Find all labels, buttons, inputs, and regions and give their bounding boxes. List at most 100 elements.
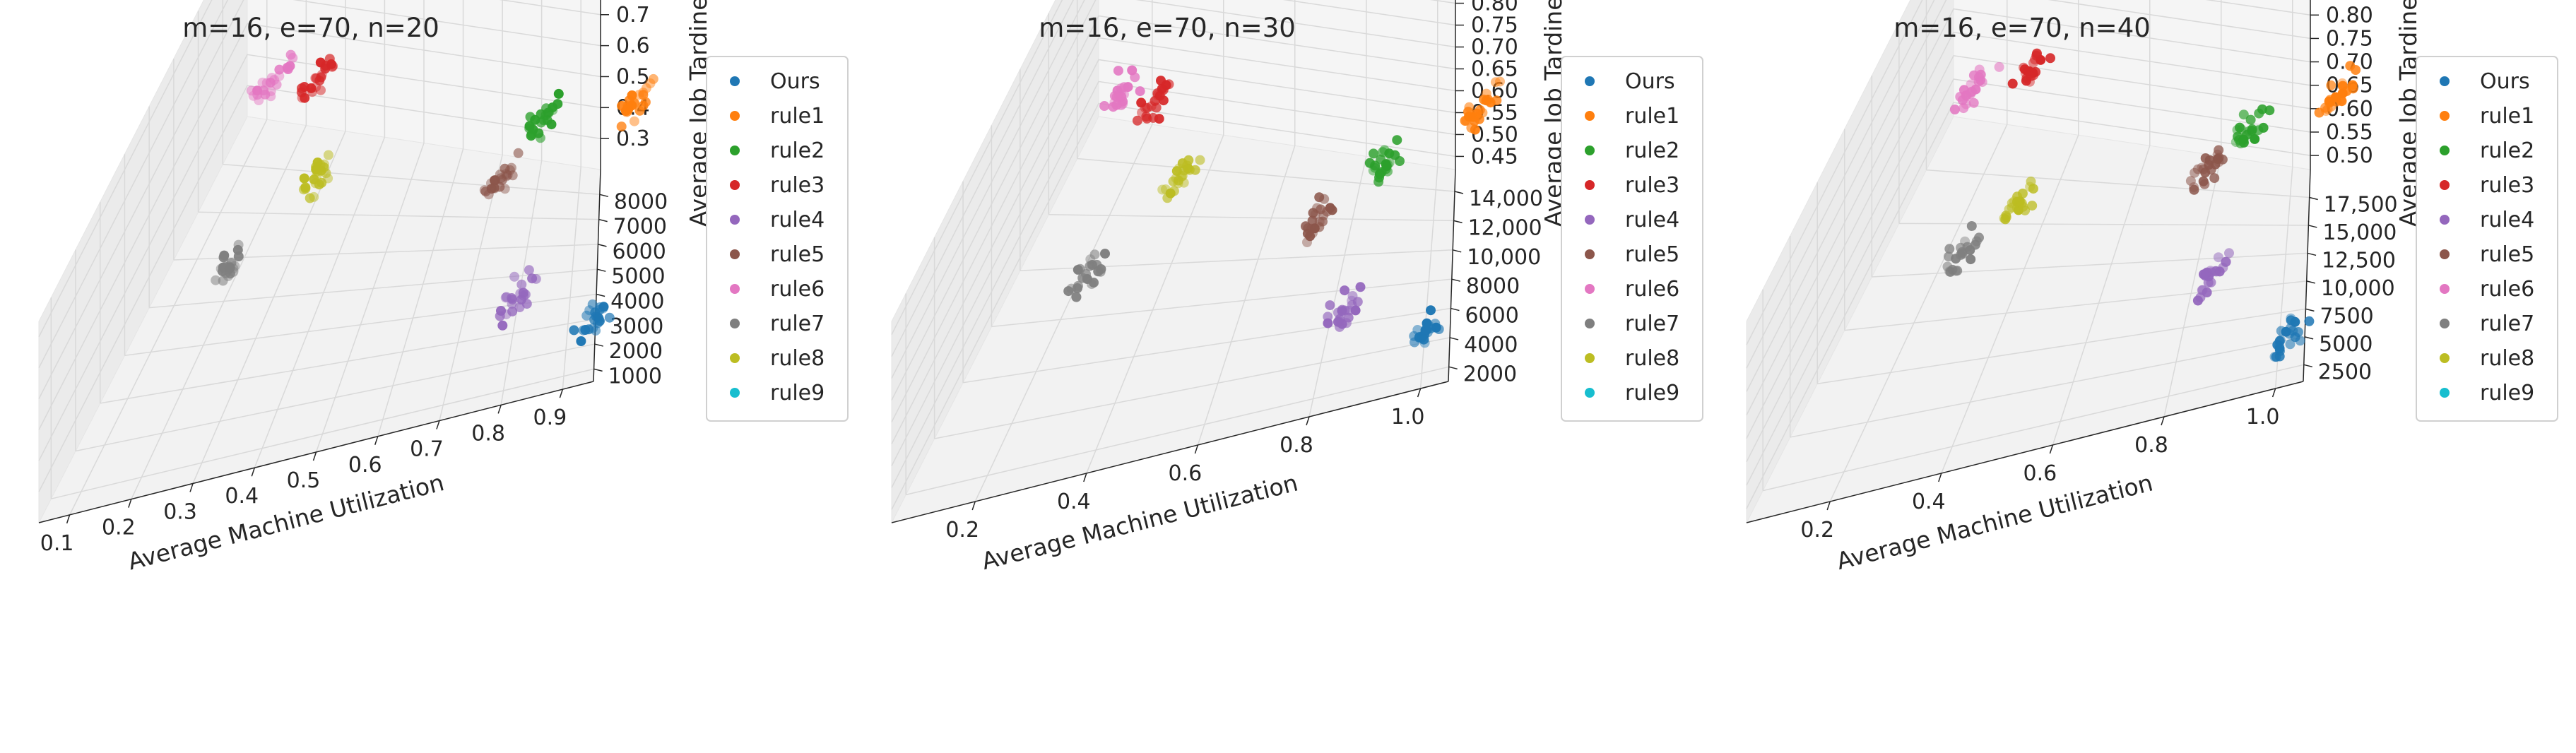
x-tick: [2049, 444, 2054, 454]
y-tick-label: 8000: [614, 189, 668, 214]
y-tick-label: 15,000: [2322, 220, 2397, 245]
x-tick-label: 0.2: [102, 516, 136, 540]
point-rule4: [1341, 318, 1352, 328]
x-tick: [312, 451, 317, 461]
point-rule5: [2209, 173, 2220, 184]
legend-marker-rule4: [1585, 215, 1595, 225]
point-rule7: [1093, 266, 1104, 277]
series-ours: [569, 299, 615, 346]
point-rule4: [2224, 248, 2234, 259]
point-rule7: [233, 251, 244, 261]
point-rule4: [2199, 269, 2209, 280]
point-rule2: [2238, 137, 2249, 148]
y-tick: [594, 343, 603, 347]
y-tick-label: 17,500: [2324, 192, 2398, 217]
x-tick: [374, 436, 379, 446]
legend-marker-rule5: [1585, 249, 1595, 259]
point-rule7: [1966, 254, 1976, 265]
point-ours: [1424, 321, 1435, 331]
point-rule1: [2347, 80, 2358, 90]
point-rule1: [1481, 88, 1491, 99]
point-rule6: [1968, 97, 1979, 108]
scatter-points: [1063, 65, 1505, 348]
point-rule2: [1368, 165, 1378, 176]
z-tick-label: 0.70: [1471, 35, 1518, 60]
point-rule6: [1968, 70, 1979, 81]
y-tick: [593, 368, 603, 372]
point-rule5: [1327, 205, 1337, 215]
y-tick: [599, 194, 609, 198]
y-tick-label: 3000: [610, 314, 663, 339]
point-rule1: [648, 73, 658, 84]
x-tick: [2271, 388, 2276, 398]
point-rule7: [1944, 244, 1955, 254]
point-rule1: [1485, 97, 1496, 108]
point-rule2: [2250, 134, 2260, 144]
legend-marker-rule5: [2440, 249, 2450, 259]
point-rule4: [501, 292, 512, 302]
point-rule7: [1960, 236, 1971, 247]
y-tick: [1454, 191, 1464, 194]
point-rule7: [1951, 254, 1961, 264]
x-tick: [559, 389, 564, 398]
z-tick-label: 0.50: [2326, 143, 2373, 168]
point-ours: [593, 312, 603, 322]
point-rule4: [495, 311, 505, 321]
point-rule6: [274, 64, 285, 75]
x-tick-label: 0.4: [225, 484, 259, 509]
point-rule4: [1337, 306, 1347, 316]
legend-marker-rule3: [2440, 180, 2450, 190]
x-axis-line: [1746, 381, 2304, 523]
series-rule3: [1132, 76, 1174, 126]
x-tick: [1938, 473, 1942, 482]
point-rule1: [2351, 65, 2361, 75]
series-rule7: [1942, 221, 1984, 277]
x-tick-label: 0.7: [410, 437, 444, 462]
point-rule4: [2202, 287, 2212, 297]
legend-marker-rule9: [1585, 388, 1595, 398]
legend-marker-rule3: [730, 180, 740, 190]
legend-label-rule9: rule9: [2480, 381, 2534, 405]
point-rule3: [1132, 115, 1142, 126]
point-rule5: [2214, 145, 2224, 155]
point-rule3: [310, 73, 321, 83]
y-tick-label: 6000: [1465, 304, 1518, 328]
x-tick-label: 0.3: [163, 499, 197, 524]
point-rule2: [1381, 164, 1391, 174]
point-rule6: [285, 61, 295, 71]
point-ours: [587, 299, 598, 309]
point-rule3: [1152, 88, 1163, 98]
gridlines: [1746, 0, 2311, 509]
legend-label-rule5: rule5: [1625, 242, 1679, 267]
y-tick-label: 12,000: [1468, 215, 1542, 240]
series-rule5: [2185, 145, 2228, 195]
point-rule8: [323, 150, 333, 160]
point-rule4: [1323, 318, 1333, 328]
point-rule4: [1340, 285, 1350, 296]
point-rule2: [2254, 108, 2264, 119]
y-tick-label: 5000: [611, 264, 665, 289]
y-tick-label: 14,000: [1469, 186, 1543, 211]
y-tick: [598, 244, 607, 247]
point-rule3: [324, 54, 335, 64]
point-rule3: [306, 83, 317, 93]
x-tick-label: 0.2: [945, 518, 979, 542]
point-rule3: [2019, 62, 2029, 73]
chart-title: m=16, e=70, n=40: [1893, 13, 2151, 43]
point-rule6: [254, 95, 264, 105]
point-rule5: [489, 182, 500, 193]
point-rule3: [1158, 95, 1169, 106]
y-tick: [2303, 364, 2312, 368]
z-tick-label: 0.7: [616, 3, 650, 28]
point-rule2: [2238, 109, 2249, 120]
y-tick: [1449, 337, 1459, 340]
legend-marker-rule6: [730, 284, 740, 294]
point-rule7: [218, 275, 228, 286]
legend-label-ours: Ours: [2480, 69, 2530, 94]
point-rule6: [285, 49, 296, 60]
point-rule8: [2025, 182, 2036, 192]
point-rule6: [1127, 65, 1138, 76]
y-tick-label: 1000: [608, 364, 662, 389]
point-rule1: [1461, 116, 1472, 126]
